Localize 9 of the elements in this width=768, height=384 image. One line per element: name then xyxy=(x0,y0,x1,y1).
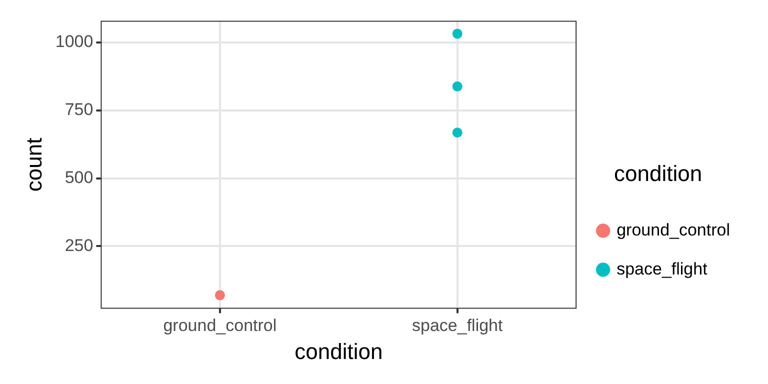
x-axis-title: condition xyxy=(294,338,383,364)
y-tick-label: 500 xyxy=(64,168,94,187)
legend-label: space_flight xyxy=(616,259,708,278)
y-tick-label: 250 xyxy=(64,236,94,255)
legend-label: ground_control xyxy=(616,220,730,240)
y-axis-title: count xyxy=(21,138,46,192)
legend-title: condition xyxy=(614,160,702,186)
y-tick-label: 750 xyxy=(64,100,94,120)
y-tick-label: 1000 xyxy=(55,32,94,52)
